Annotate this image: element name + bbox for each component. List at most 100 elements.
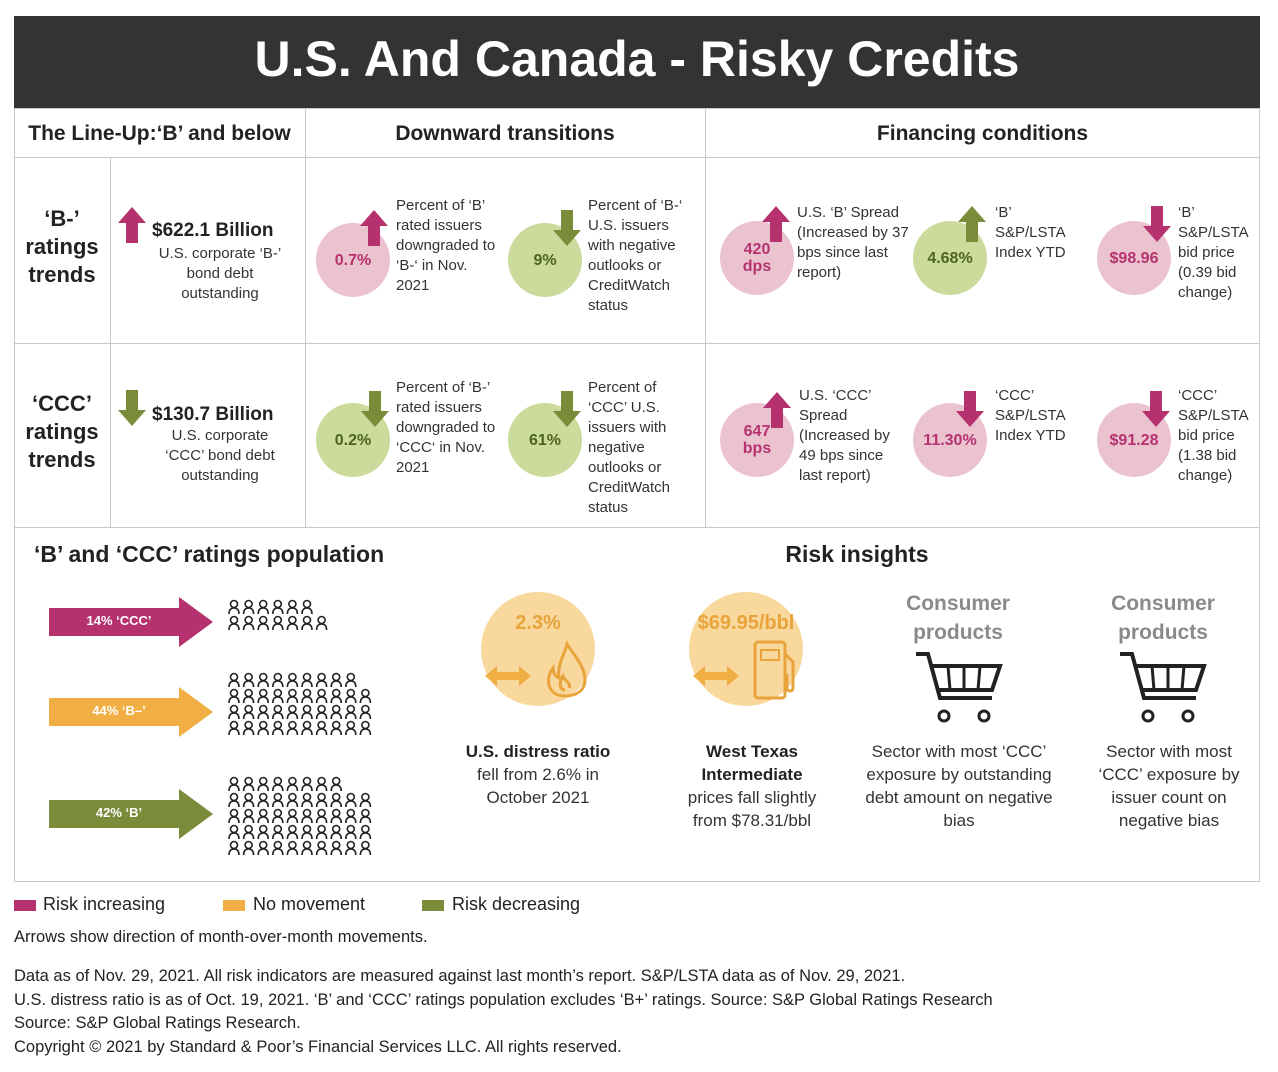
metric-circle: 0.2% [316,403,390,477]
insight-description: Sector with most ‘CCC’ exposure by issue… [1098,742,1240,830]
person-icon [272,688,284,704]
person-icon [228,776,240,792]
arrow-down [1142,391,1170,427]
person-icon [345,824,357,840]
person-icon [301,792,313,808]
title: U.S. And Canada - Risky Credits [254,31,1020,87]
arrow-up [118,207,146,243]
person-icon [286,672,299,688]
metric-description: U.S. ‘B’ Spread (Increased by 37 bps sin… [797,204,909,281]
arrow-up [958,206,986,242]
arrow-down [553,210,581,246]
column-header: Financing conditions [876,122,1089,145]
insight-title: U.S. distress ratio [465,742,611,761]
person-icon [272,824,284,840]
person-icon [242,808,255,824]
metric-value: 9% [533,251,557,269]
person-icon [228,615,240,631]
divider [305,108,306,527]
person-icon [286,704,299,720]
person-icon [315,776,328,792]
person-icon [228,599,240,615]
fire-icon [485,639,587,698]
population-arrow [49,789,213,839]
arrow-down [1143,206,1171,242]
person-icon [272,720,284,736]
person-icon [286,840,299,856]
person-icon [257,824,269,840]
person-icon [359,824,372,840]
insight-title: West Texas Intermediate [701,742,803,784]
divider [14,157,1260,158]
person-icon [301,824,313,840]
section-title: Risk insights [785,541,929,567]
person-icon [228,792,240,808]
amount: $622.1 Billion [152,220,274,241]
person-icon [330,688,342,704]
person-icon [286,824,299,840]
person-icon [359,704,372,720]
person-icon [286,776,299,792]
person-icon [345,840,357,856]
legend-swatch [14,900,36,911]
person-icon [242,840,255,856]
insight-circle [481,592,595,706]
metric-description: U.S. ‘CCC’ Spread (Increased by 49 bps s… [799,387,890,484]
person-icon [228,672,240,688]
divider [705,108,706,527]
metric-value: 61% [528,431,562,449]
metric-value: $91.28 [1109,431,1159,449]
person-icon [257,776,269,792]
person-icon [242,615,255,631]
person-icon [330,672,342,688]
person-icon [257,615,269,631]
footer-line: U.S. distress ratio is as of Oct. 19, 20… [14,991,993,1009]
person-icon [257,672,269,688]
column-header: The Line-Up:‘B’ and below [28,122,291,145]
metric-value: $98.96 [1109,249,1159,267]
divider [14,343,1260,344]
population-label: 14% ‘CCC’ [86,613,152,628]
metric-description: Percent of ‘B’ rated issuers downgraded … [396,197,496,294]
person-icon [257,840,269,856]
person-icon [315,824,328,840]
insight-description: fell from 2.6% in October 2021 [477,765,599,807]
person-icon [257,792,269,808]
metric-description: Percent of ‘B-‘ U.S. issuers with negati… [588,197,683,314]
person-icon [301,672,313,688]
person-icon [315,688,328,704]
person-icon [272,840,284,856]
person-icon [257,808,269,824]
person-icon [286,599,299,615]
person-icon [242,672,255,688]
person-icon [228,808,240,824]
person-icon [315,840,328,856]
legend-swatch [422,900,444,911]
person-icon [301,720,313,736]
note: Arrows show direction of month-over-mont… [14,928,428,946]
person-icon [301,840,313,856]
person-icon [345,792,357,808]
insight-description: prices fall slightly from $78.31/bbl [687,788,817,830]
metric-description: ‘CCC’ S&P/LSTA bid price (1.38 bid chang… [1178,387,1248,484]
metric-description: Percent of ‘B-’ rated issuers downgraded… [396,379,496,476]
person-icon [315,672,328,688]
person-icon [330,840,342,856]
person-icon [286,720,299,736]
amount: $130.7 Billion [152,404,274,425]
person-icon [242,688,255,704]
arrow-down [553,391,581,427]
person-icon [301,688,313,704]
person-icon [330,704,342,720]
person-icon [286,808,299,824]
metric-value: 11.30% [923,431,977,449]
person-icon [272,808,284,824]
metric-value: 0.2% [334,431,372,449]
fuel-icon [693,640,795,700]
person-icon [315,615,328,631]
person-icon [257,688,269,704]
person-icon [345,808,357,824]
population-arrow [49,597,213,647]
metric-value: 4.68% [927,249,973,267]
